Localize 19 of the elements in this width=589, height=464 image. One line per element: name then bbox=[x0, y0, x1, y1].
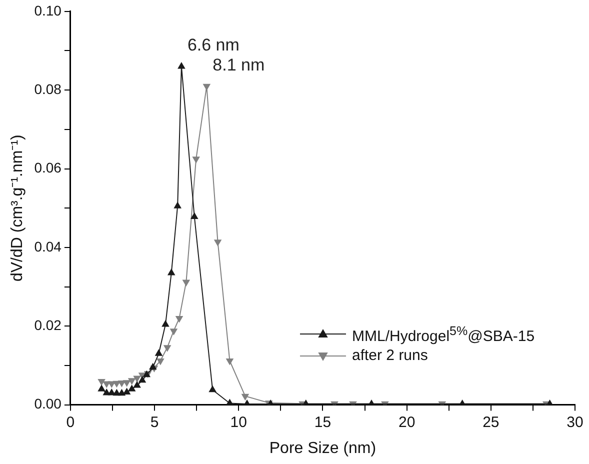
y-tick-label: 0.10 bbox=[34, 2, 62, 18]
y-axis-title: dV/dD (cm³.g⁻¹.nm⁻¹) bbox=[9, 134, 26, 282]
y-tick-label: 0.04 bbox=[34, 238, 62, 254]
x-axis-title: Pore Size (nm) bbox=[269, 440, 376, 457]
x-tick-label: 15 bbox=[314, 414, 332, 431]
x-tick-label: 5 bbox=[150, 414, 159, 431]
annotation: 6.6 nm bbox=[187, 36, 240, 55]
legend-label: after 2 runs bbox=[352, 346, 428, 365]
y-tick-label: 0.00 bbox=[34, 396, 62, 412]
annotation: 8.1 nm bbox=[212, 55, 265, 74]
x-tick-label: 10 bbox=[230, 414, 247, 431]
x-tick-label: 30 bbox=[566, 414, 584, 431]
x-tick-label: 0 bbox=[66, 414, 75, 431]
x-tick-label: 25 bbox=[482, 414, 500, 431]
x-tick-label: 20 bbox=[398, 414, 416, 431]
legend-label: MML/Hydrogel$^{5%}$@SBA-15 bbox=[352, 323, 535, 346]
y-tick-label: 0.08 bbox=[34, 80, 62, 97]
y-tick-label: 0.06 bbox=[34, 160, 62, 176]
y-tick-label: 0.02 bbox=[34, 316, 62, 333]
